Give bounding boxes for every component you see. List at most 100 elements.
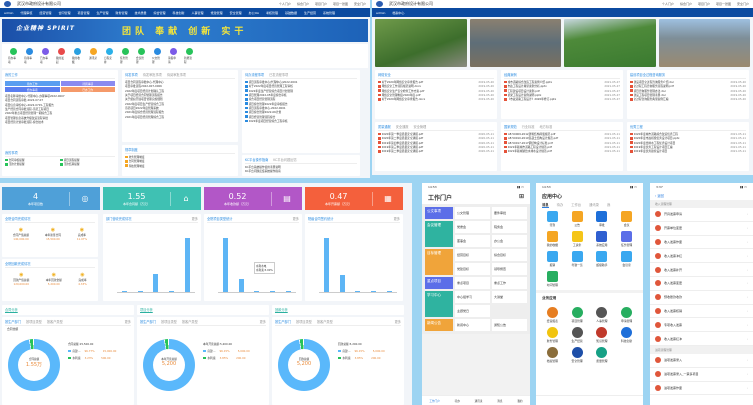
card-tab[interactable]: 质量通报 — [378, 125, 391, 129]
bar[interactable] — [184, 238, 190, 292]
legend-row[interactable]: 房建... 96.15% 5,000.00 — [338, 348, 385, 355]
portal-item[interactable]: 重点工作 — [492, 277, 527, 289]
bar[interactable] — [122, 291, 128, 292]
list-item[interactable]: 关于组织开展项目管理实施细则 — [125, 97, 235, 101]
portal-item[interactable]: 通知公告 — [492, 319, 527, 331]
app-icon-button[interactable]: 我的收藏 — [542, 231, 563, 247]
list-item[interactable]: 合同管理制度 — [125, 159, 235, 163]
portal-item[interactable]: 办公会 — [492, 235, 527, 247]
menu-item[interactable]: 专项收入发票 › — [650, 318, 753, 333]
portal-item[interactable]: 院务会 — [492, 221, 527, 233]
group-block[interactable]: 公文事项 — [425, 207, 453, 219]
quick-link[interactable]: 待阅事项 — [24, 48, 34, 64]
list-item[interactable]: 2020年度给排水工程优秀设计项目 2021-05-11 — [630, 141, 746, 145]
interchange-photo[interactable] — [564, 19, 656, 67]
list-item[interactable]: 项目综合管理2022-06计划 — [245, 110, 357, 114]
list-item[interactable]: 项目咨询服务管理办法.doc 2019-05-20 — [630, 89, 746, 93]
nav-item[interactable]: 财务管理 — [115, 10, 128, 15]
list-item[interactable]: 项目合同流程审批中心-代理中心 — [125, 80, 235, 84]
portal-item[interactable]: 主题党日 — [455, 305, 490, 317]
app-tab[interactable]: 通讯录 — [589, 203, 599, 207]
tab-bar-item[interactable]: 我的 — [517, 399, 523, 403]
menu-item[interactable]: 收入发票冲红 › — [650, 249, 753, 264]
menu-item[interactable]: 开具发票申请 › — [650, 208, 753, 222]
app-icon-button[interactable]: 系统应用 — [592, 231, 613, 247]
section-title[interactable]: 合同分析 — [5, 308, 18, 312]
quick-link[interactable]: 待办事项 — [8, 48, 18, 64]
biz-app-button[interactable]: 经营报表 — [542, 307, 563, 323]
task-item[interactable]: 回款结算提醒 — [60, 162, 115, 166]
more-link[interactable]: 更多 — [393, 217, 400, 221]
list-item[interactable]: 关于2020年网络安全审查报告.pdf 2019-05-20 — [378, 80, 494, 84]
bar[interactable] — [371, 291, 377, 292]
donut-chart[interactable] — [143, 339, 195, 391]
list-item[interactable]: 2020年第一季度质量安全通报.pdf 2020-05-11 — [378, 132, 494, 136]
list-item[interactable]: 项目名称审批中心-代理中心-办理事项2022-0007 — [5, 94, 115, 98]
portal-item[interactable]: 公文管理 — [455, 207, 490, 219]
card-tab[interactable]: 按生产部门 — [275, 320, 291, 324]
list-item[interactable]: 项目经营计划审批流程-综合技术 — [5, 120, 115, 124]
donut-chart[interactable] — [278, 339, 330, 391]
aerial-site-photo[interactable] — [469, 19, 561, 67]
list-item[interactable]: 综合项目经营管理流程 — [245, 97, 357, 101]
card-tab[interactable]: 已发流程事项 — [269, 73, 289, 77]
list-item[interactable]: 《市政道路工程设计》2020年修订.pptx 2021-05-27 — [504, 97, 620, 101]
section-title[interactable]: 项目分析 — [140, 308, 153, 312]
list-item[interactable]: 建设项目全过程咨询服务介绍.doc 2019-05-20 — [630, 80, 746, 84]
list-item[interactable]: 项目综合管理2022年度审核报告 — [245, 101, 357, 106]
card-tab[interactable]: 建设项目全过程咨询服务 — [630, 73, 666, 77]
biz-app-button[interactable]: 安全管理 — [567, 347, 588, 363]
legend-row[interactable]: 房建... 96.15% 5,000.00 — [203, 348, 250, 355]
list-item[interactable]: 项目管理信息系统升级改造流程审批 — [5, 115, 115, 120]
list-item[interactable]: 2019年度优秀勘察设计项目 2021-05-11 — [630, 149, 746, 153]
quick-link[interactable]: 日程安排 — [104, 48, 114, 64]
menu-item[interactable]: 收入发票红冲 › — [650, 332, 753, 346]
card-tab[interactable]: 经典案例 — [504, 73, 517, 77]
card-tab[interactable]: 安全通报 — [395, 125, 409, 129]
biz-app-button[interactable]: 人事管理 — [592, 307, 613, 323]
nav-item[interactable]: 综合管理 — [153, 10, 166, 15]
nav-item[interactable]: 科技创新 — [172, 10, 185, 15]
app-icon-button[interactable]: 报销 — [542, 251, 563, 267]
menu-item[interactable]: 进项发票录入 › — [650, 354, 753, 368]
app-tab[interactable]: 工作台 — [571, 203, 582, 207]
card-tab[interactable]: 按生产部门 — [140, 320, 156, 324]
list-item[interactable]: 2019年度优秀工程设计项目汇编 2021-05-11 — [630, 145, 746, 149]
user-name[interactable]: admin — [4, 10, 14, 15]
top-link[interactable]: 安全门户 — [353, 2, 366, 6]
app-icon-button[interactable]: 考勤一览 — [567, 251, 588, 267]
nav-item[interactable]: 人事管理 — [191, 10, 204, 15]
list-item[interactable]: 项目流程审批中心-2022-0001 — [245, 106, 357, 110]
more-link[interactable]: 更多 — [394, 320, 401, 324]
legend-row[interactable]: 房建... 96.77% 15,000.00 — [68, 348, 116, 355]
card-tab[interactable]: 按客户类型 — [46, 320, 63, 324]
list-item[interactable]: 城市道路综合改造工程案例介绍.pptx 2021-05-27 — [504, 80, 620, 84]
group-block[interactable]: 新闻公告 — [425, 319, 453, 331]
portal-item[interactable]: 综合目标 — [492, 249, 527, 261]
top-link[interactable]: 安全门户 — [736, 2, 749, 6]
list-item[interactable]: 网络安全工作流程规范说明.docx 2019-05-20 — [378, 84, 494, 88]
top-link[interactable]: 项目一张图 — [332, 2, 348, 6]
nav-item[interactable]: 合同管理 — [58, 10, 71, 15]
list-item[interactable]: 2022年度项目经营综合工程审核 — [245, 119, 357, 123]
card-tab[interactable]: 按项目类型 — [295, 320, 312, 324]
nav-item[interactable]: 代理审核 — [20, 10, 33, 15]
legend-row[interactable]: 水利案 3.85% 200.00 — [338, 355, 385, 362]
tab-bar-item[interactable]: 工作门户 — [429, 399, 440, 403]
list-item[interactable]: 桥梁工程设计案例说明.pptx 2021-05-27 — [504, 93, 620, 97]
list-item[interactable]: 2019年第二季度质量安全通报.pdf 2020-05-11 — [378, 149, 494, 153]
nav-item[interactable]: 生产管理 — [96, 10, 109, 15]
portal-item[interactable]: 经营目标 — [455, 249, 490, 261]
nav-item[interactable]: 党建管理 — [210, 10, 223, 15]
menu-item[interactable]: 进项发票作废 › — [650, 382, 753, 396]
work-tab[interactable]: 待办工作 — [5, 81, 60, 86]
card-tab[interactable]: 待发审批事项 — [142, 73, 162, 77]
list-item[interactable]: 项目合同流程审批-2022-07-07 — [5, 98, 115, 102]
list-item[interactable]: 示范项目2022年度管理系统 — [125, 106, 235, 110]
top-link[interactable]: 个人门户 — [278, 2, 291, 6]
nav-archive-center[interactable]: 档案中心 — [392, 10, 405, 15]
portal-item[interactable]: 重点项目 — [455, 277, 490, 289]
bar[interactable] — [339, 275, 345, 292]
list-item[interactable]: 2022年度生产经营综合项目计划管理 — [245, 89, 357, 93]
task-item[interactable]: 回款计划提醒 — [5, 162, 60, 166]
